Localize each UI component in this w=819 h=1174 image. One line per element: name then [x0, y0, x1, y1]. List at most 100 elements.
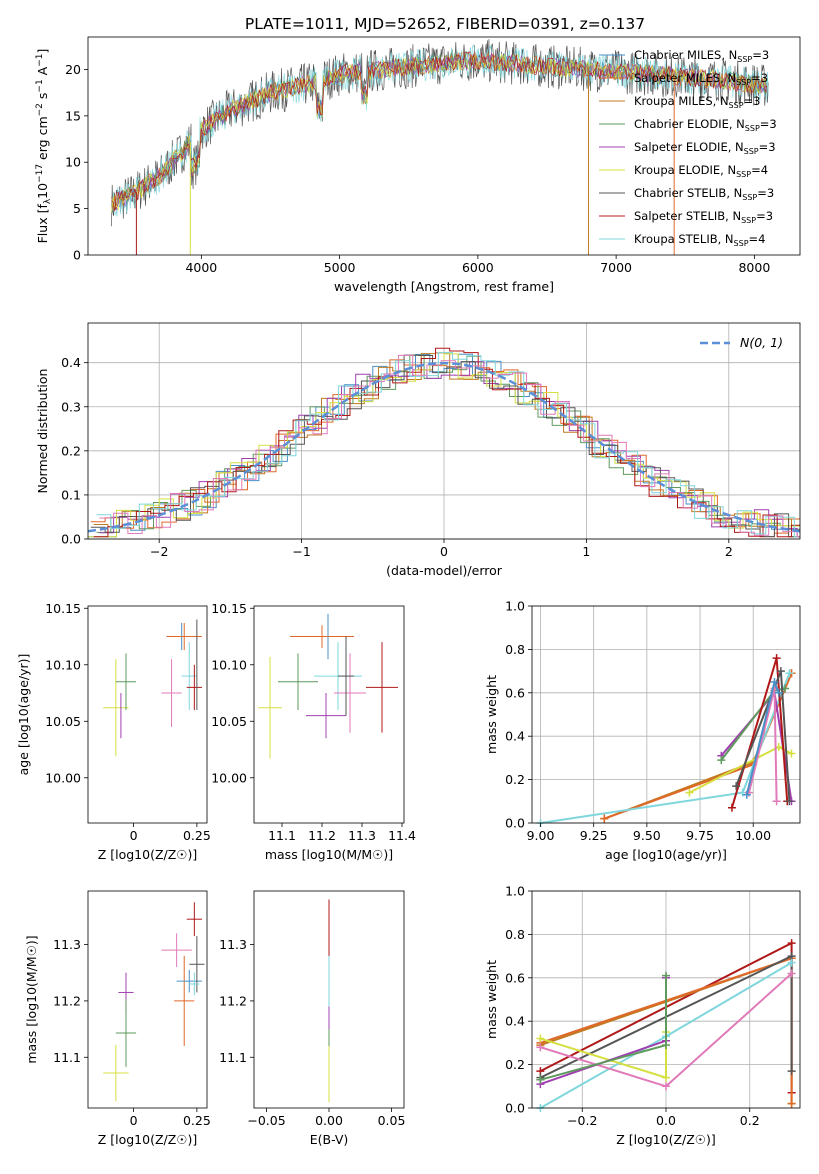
y-tick-label: 0.6 — [505, 970, 525, 985]
massweight-marker — [787, 749, 796, 758]
massweight-marker — [772, 797, 781, 806]
y-tick-label: 0.2 — [61, 443, 81, 458]
massweight-marker — [662, 971, 670, 980]
errorbar-point — [334, 653, 366, 733]
errorbar-point — [258, 656, 282, 759]
massweight-marker — [787, 969, 796, 978]
panel-spectrum: 4000 5000 6000 7000 8000 0 5 10 15 20 wavelength [… — [65, 36, 801, 294]
y-tick-label: 0.4 — [61, 355, 81, 370]
figure-title: PLATE=1011, MJD=52652, FIBERID=0391, z=0… — [245, 15, 645, 33]
y-tick-label: 0.1 — [61, 487, 81, 502]
gaussian-curve — [87, 361, 801, 533]
y-axis-label: Normed distribution — [35, 369, 50, 494]
legend-label: Chabrier STELIB, NSSP=3 — [634, 186, 774, 202]
y-tick-label: 20 — [65, 62, 81, 77]
x-tick-label: 0 — [130, 828, 138, 843]
y-tick-label: 0.6 — [505, 685, 525, 700]
x-tick-label: 7000 — [600, 260, 632, 275]
errorbar-point — [306, 693, 346, 739]
massweight-marker — [742, 790, 751, 799]
y-tick-label: 10.00 — [45, 770, 81, 785]
y-tick-label: 0 — [73, 248, 81, 263]
x-axis-label: (data-model)/error — [386, 563, 503, 578]
y-tick-label: 11.3 — [219, 937, 247, 952]
y-tick-label: 10.10 — [211, 657, 247, 672]
x-axis-label: Z [log10(Z/Z☉)] — [98, 1132, 198, 1147]
massweight-marker — [536, 1043, 545, 1052]
plot-area-age_vs_mass — [258, 613, 398, 759]
axes-frame — [87, 605, 208, 824]
y-tick-label: 10.00 — [211, 770, 247, 785]
x-tick-label: 9.50 — [633, 828, 661, 843]
x-tick-label: 0.25 — [183, 1113, 211, 1128]
axes-frame — [87, 36, 801, 256]
y-tick-label: 15 — [65, 108, 81, 123]
y-axis-label: mass [log10(M/M☉)] — [24, 935, 39, 1063]
axes-frame — [531, 605, 801, 824]
legend-label: Kroupa MILES, NSSP=3 — [634, 94, 760, 110]
y-tick-label: 1.0 — [505, 884, 525, 899]
legend: Chabrier MILES, NSSP=3 Salpeter MILES, NS… — [599, 48, 777, 248]
x-tick-label: 2 — [725, 544, 733, 559]
plot-area-massweight_vs_Z — [536, 939, 796, 1112]
errorbar-point — [338, 636, 354, 716]
spectrum-line-salpeter-stelib — [111, 50, 768, 212]
x-axis-label: mass [log10(M/M☉)] — [265, 847, 393, 862]
x-tick-label: −0.05 — [247, 1113, 285, 1128]
plot-area-mass_vs_Z — [103, 902, 205, 1102]
x-tick-label: 0.0 — [656, 1113, 676, 1128]
massweight-line — [540, 672, 791, 824]
x-tick-label: 0.00 — [315, 1113, 343, 1128]
errorbar-point — [166, 622, 202, 651]
errorbar-point — [290, 625, 354, 648]
y-tick-label: 11.1 — [53, 1050, 81, 1065]
plot-area-massweight_vs_age — [536, 654, 796, 827]
y-axis-label: mass weight — [484, 960, 499, 1039]
y-tick-label: 0.4 — [505, 1014, 525, 1029]
x-tick-label: 10.00 — [735, 828, 771, 843]
y-tick-label: 11.2 — [53, 993, 81, 1008]
x-tick-label: 0.2 — [740, 1113, 760, 1128]
legend-label: Chabrier MILES, NSSP=3 — [634, 48, 769, 64]
errorbar-point — [161, 659, 182, 727]
massweight-marker — [776, 667, 785, 676]
panel-age_vs_mass: 11.1 11.2 11.3 11.4 10.00 10.05 10.10 10.15 mass… — [211, 601, 416, 862]
legend-label: Chabrier ELODIE, NSSP=3 — [634, 117, 777, 133]
massweight-marker — [600, 814, 609, 823]
x-tick-label: −1 — [292, 544, 310, 559]
y-tick-label: 0.0 — [61, 532, 81, 547]
massweight-marker — [662, 1082, 670, 1091]
plot-area-spectrum — [111, 39, 769, 255]
massweight-marker — [772, 654, 781, 663]
massweight-marker — [732, 782, 741, 791]
x-tick-label: 11.4 — [388, 828, 416, 843]
y-tick-label: 0.2 — [505, 1057, 525, 1072]
x-tick-label: 11.2 — [308, 828, 336, 843]
errorbar-point — [161, 933, 192, 968]
spectrum-line-chabrier-elodie — [111, 51, 768, 213]
massweight-marker — [787, 1099, 796, 1108]
x-axis-label: age [log10(age/yr)] — [605, 847, 727, 862]
panel-massweight_vs_Z: −0.2 0.0 0.2 0.0 0.2 0.4 0.6 0.8 1.0 Z [log10(Z/Z… — [484, 884, 801, 1147]
x-tick-label: 1 — [582, 544, 590, 559]
legend-label: Salpeter MILES, NSSP=3 — [634, 71, 768, 87]
panel-residuals: −2 −1 0 1 2 0.0 0.1 0.2 0.3 0.4 (data-model)/error… — [35, 322, 801, 578]
y-tick-label: 10.15 — [45, 601, 81, 616]
errorbar-point — [176, 969, 202, 993]
x-tick-label: 11.3 — [348, 828, 376, 843]
massweight-marker — [662, 1041, 670, 1050]
x-tick-label: 0.05 — [378, 1113, 406, 1128]
x-tick-label: 0.25 — [183, 828, 211, 843]
massweight-marker — [770, 677, 779, 686]
panel-age_vs_Z: 0 0.25 10.00 10.05 10.10 10.15 Z [log10(Z/Z☉)]… — [16, 601, 211, 862]
legend-label-gaussian: N(0, 1) — [740, 335, 783, 350]
x-tick-label: −2 — [150, 544, 168, 559]
y-tick-label: 5 — [73, 201, 81, 216]
y-tick-label: 10.05 — [45, 714, 81, 729]
y-tick-label: 1.0 — [505, 599, 525, 614]
y-tick-label: 10.15 — [211, 601, 247, 616]
massweight-line — [540, 975, 667, 1081]
y-tick-label: 10 — [65, 155, 81, 170]
x-tick-label: 4000 — [185, 260, 217, 275]
